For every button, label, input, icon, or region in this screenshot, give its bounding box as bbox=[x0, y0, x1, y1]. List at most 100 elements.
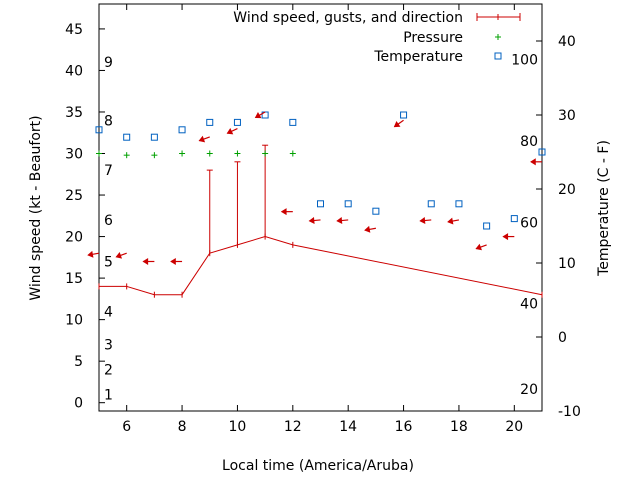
arrow-head bbox=[87, 250, 94, 258]
x-tick-label: 6 bbox=[122, 419, 131, 435]
arrow-head bbox=[226, 128, 234, 135]
arrow-head bbox=[475, 243, 482, 251]
temperature-point bbox=[538, 148, 546, 156]
wind-direction-arrow bbox=[115, 252, 127, 259]
wind-direction-arrow bbox=[254, 111, 266, 119]
y2-tick-label: -10 bbox=[558, 404, 581, 420]
arrow-head bbox=[115, 252, 123, 259]
pressure-point bbox=[206, 150, 213, 157]
fahrenheit-label: 100 bbox=[511, 53, 538, 69]
temperature-point bbox=[510, 215, 518, 223]
arrow-head bbox=[308, 217, 315, 224]
plot-frame bbox=[98, 3, 543, 412]
wind-direction-arrow bbox=[336, 217, 349, 224]
y-axis-label: Wind speed (kt - Beaufort) bbox=[28, 115, 44, 300]
beaufort-label: 9 bbox=[104, 55, 113, 71]
arrow-head bbox=[254, 112, 262, 119]
arrow-head bbox=[142, 257, 149, 265]
temperature-point bbox=[123, 133, 131, 141]
arrow-head bbox=[447, 217, 454, 225]
wind-direction-arrow bbox=[447, 217, 460, 225]
legend-label: Temperature bbox=[373, 49, 463, 65]
y2-axis-label: Temperature (C - F) bbox=[596, 140, 612, 277]
temperature-point bbox=[178, 126, 186, 134]
legend-square bbox=[494, 52, 502, 60]
beaufort-label: 4 bbox=[104, 304, 113, 320]
temperature-point bbox=[455, 200, 463, 208]
series-layer bbox=[87, 111, 546, 298]
y-tick-label: 10 bbox=[65, 313, 83, 329]
x-tick-label: 12 bbox=[284, 419, 302, 435]
x-tick-label: 18 bbox=[450, 419, 468, 435]
legend-label: Pressure bbox=[403, 30, 463, 46]
y2-tick-label: 40 bbox=[558, 34, 576, 50]
x-tick-label: 10 bbox=[229, 419, 247, 435]
y-tick-label: 20 bbox=[65, 230, 83, 246]
x-axis-label: Local time (America/Aruba) bbox=[222, 458, 414, 474]
temperature-point bbox=[95, 126, 103, 134]
beaufort-label: 2 bbox=[104, 362, 113, 378]
arrow-head bbox=[336, 217, 343, 224]
wind-direction-arrow bbox=[393, 119, 404, 128]
y-tick-label: 25 bbox=[65, 188, 83, 204]
arrow-head bbox=[170, 257, 176, 265]
y2-tick-label: 30 bbox=[558, 108, 576, 124]
arrow-head bbox=[393, 120, 401, 128]
pressure-point bbox=[262, 150, 269, 157]
y2-tick-label: 20 bbox=[558, 182, 576, 198]
temperature-point bbox=[427, 200, 435, 208]
wind-direction-arrow bbox=[530, 158, 542, 166]
x-tick-label: 20 bbox=[505, 419, 523, 435]
wind-direction-arrow bbox=[475, 243, 487, 251]
temperature-point bbox=[400, 111, 408, 119]
legend-label: Wind speed, gusts, and direction bbox=[233, 10, 463, 26]
temperature-point bbox=[233, 118, 241, 126]
temperature-point bbox=[289, 118, 297, 126]
arrow-head bbox=[280, 208, 287, 216]
wind-direction-arrow bbox=[502, 233, 515, 241]
y-tick-label: 40 bbox=[65, 63, 83, 79]
temperature-point bbox=[344, 200, 352, 208]
y-tick-label: 0 bbox=[74, 396, 83, 412]
wind-direction-arrow bbox=[198, 135, 210, 143]
y2-tick-label: 10 bbox=[558, 256, 576, 272]
beaufort-label: 1 bbox=[104, 387, 113, 403]
x-tick-label: 14 bbox=[339, 419, 357, 435]
wind-direction-arrow bbox=[419, 217, 432, 224]
y-tick-label: 30 bbox=[65, 147, 83, 163]
wind-direction-arrow bbox=[308, 217, 321, 224]
legend: Wind speed, gusts, and direction Pressure… bbox=[233, 10, 521, 65]
wind-direction-arrow bbox=[226, 128, 238, 135]
beaufort-label: 3 bbox=[104, 338, 113, 354]
arrow-head bbox=[530, 158, 536, 166]
temperature-point bbox=[372, 207, 380, 215]
temperature-point bbox=[317, 200, 324, 208]
arrow-head bbox=[364, 225, 371, 233]
beaufort-label: 8 bbox=[104, 113, 113, 129]
fahrenheit-label: 80 bbox=[520, 134, 538, 150]
y-tick-label: 45 bbox=[65, 22, 83, 38]
wind-direction-arrow bbox=[280, 208, 293, 216]
pressure-point bbox=[96, 150, 102, 157]
fahrenheit-label: 40 bbox=[520, 297, 538, 313]
fahrenheit-label: 60 bbox=[520, 215, 538, 231]
arrow-head bbox=[198, 135, 206, 143]
arrow-head bbox=[419, 217, 426, 224]
temperature-point bbox=[483, 222, 491, 230]
beaufort-label: 7 bbox=[104, 163, 113, 179]
wind-direction-arrow bbox=[170, 257, 183, 265]
beaufort-label: 5 bbox=[104, 254, 113, 270]
axis-ticks: 6 8 10 12 14 16 18 20051015202530354045-1001020… bbox=[65, 4, 581, 435]
y-tick-label: 15 bbox=[65, 271, 83, 287]
wind-direction-arrow bbox=[87, 250, 100, 258]
y2-tick-label: 0 bbox=[558, 330, 567, 346]
wind-direction-arrow bbox=[364, 225, 376, 233]
arrow-head bbox=[502, 233, 509, 241]
pressure-point bbox=[179, 150, 186, 157]
temperature-point bbox=[206, 118, 214, 126]
pressure-point bbox=[234, 150, 241, 157]
beaufort-label: 6 bbox=[104, 213, 113, 229]
x-tick-label: 16 bbox=[395, 419, 413, 435]
